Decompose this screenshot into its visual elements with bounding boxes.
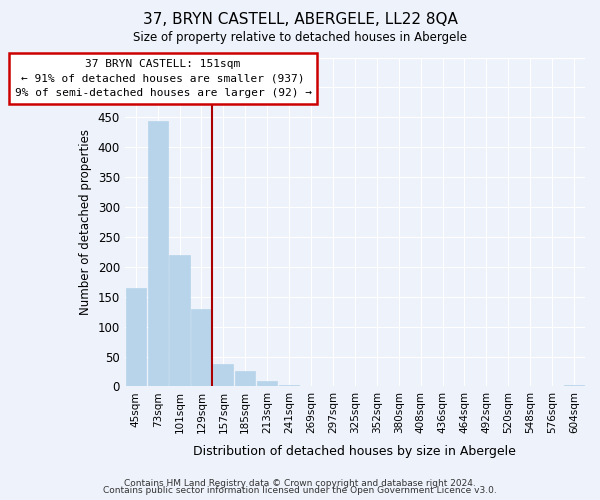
Bar	[235, 372, 256, 386]
Text: 37, BRYN CASTELL, ABERGELE, LL22 8QA: 37, BRYN CASTELL, ABERGELE, LL22 8QA	[143, 12, 457, 28]
Bar	[213, 364, 233, 386]
Bar	[169, 256, 190, 386]
Bar	[257, 381, 277, 386]
X-axis label: Distribution of detached houses by size in Abergele: Distribution of detached houses by size …	[193, 444, 517, 458]
Bar	[148, 122, 168, 386]
Bar	[279, 385, 299, 386]
Bar	[564, 385, 584, 386]
Y-axis label: Number of detached properties: Number of detached properties	[79, 129, 92, 315]
Text: Contains HM Land Registry data © Crown copyright and database right 2024.: Contains HM Land Registry data © Crown c…	[124, 478, 476, 488]
Text: 37 BRYN CASTELL: 151sqm
← 91% of detached houses are smaller (937)
9% of semi-de: 37 BRYN CASTELL: 151sqm ← 91% of detache…	[14, 58, 311, 98]
Text: Size of property relative to detached houses in Abergele: Size of property relative to detached ho…	[133, 31, 467, 44]
Bar	[191, 308, 212, 386]
Text: Contains public sector information licensed under the Open Government Licence v3: Contains public sector information licen…	[103, 486, 497, 495]
Bar	[125, 288, 146, 386]
